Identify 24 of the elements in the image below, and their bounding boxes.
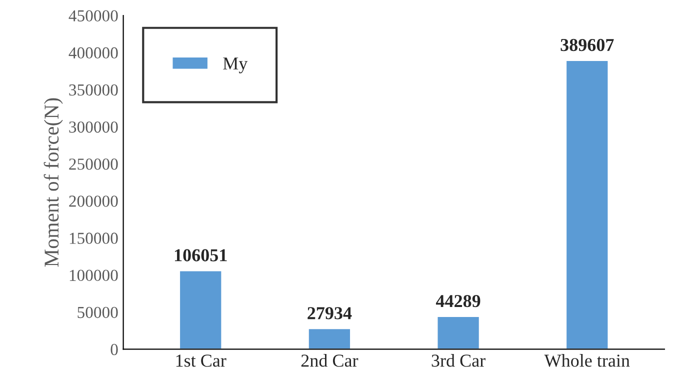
bar <box>308 328 352 350</box>
y-tick-label: 350000 <box>69 84 118 96</box>
data-label: 44289 <box>436 294 480 308</box>
x-tick-label: 1st Car <box>176 354 226 367</box>
y-tick-label: 100000 <box>70 270 118 281</box>
bar <box>178 270 223 350</box>
y-tick-label: 150000 <box>70 232 118 244</box>
y-tick-label: 450000 <box>68 10 118 22</box>
legend-label: My <box>223 58 248 74</box>
data-label: 106051 <box>174 249 227 262</box>
y-tick-label: 400000 <box>68 47 118 59</box>
bar <box>565 60 610 350</box>
x-tick-label: 3rd Car <box>432 354 486 367</box>
y-tick-label: 200000 <box>69 196 118 207</box>
y-tick-label: 250000 <box>69 158 118 170</box>
y-axis-title: Moment of force(N) <box>44 98 63 267</box>
data-label: 389607 <box>560 38 614 52</box>
x-tick-label: Whole train <box>544 354 630 367</box>
y-tick-label: 50000 <box>78 306 118 318</box>
bar <box>436 316 480 350</box>
x-tick-label: 2nd Car <box>301 354 358 367</box>
y-tick-label: 0 <box>110 344 118 356</box>
y-tick-label: 300000 <box>69 121 118 133</box>
data-label: 27934 <box>308 307 352 320</box>
